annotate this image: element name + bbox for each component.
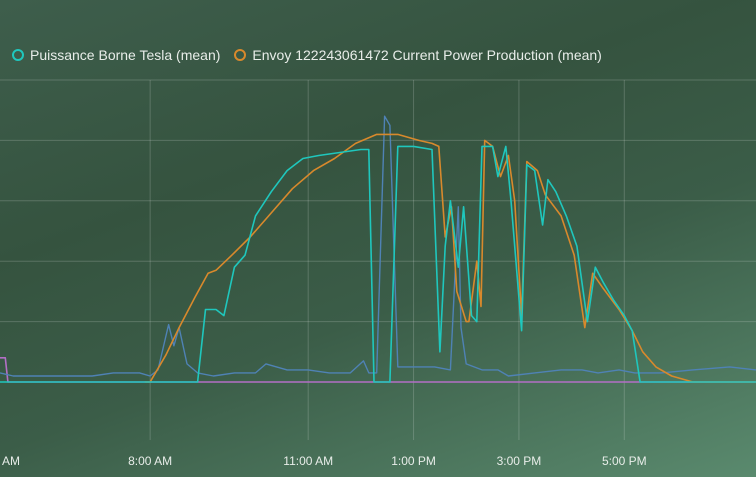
x-axis-ticks: AM 8:00 AM 11:00 AM 1:00 PM 3:00 PM 5:00 PM xyxy=(2,454,647,468)
x-tick-label: 3:00 PM xyxy=(497,454,542,468)
legend-item-tesla[interactable]: Puissance Borne Tesla (mean) xyxy=(12,47,220,63)
series-line-2[interactable] xyxy=(0,115,756,377)
legend-label-envoy: Envoy 122243061472 Current Power Product… xyxy=(252,47,602,63)
legend-item-envoy[interactable]: Envoy 122243061472 Current Power Product… xyxy=(234,47,602,63)
series-line-1[interactable] xyxy=(144,133,756,383)
legend-label-tesla: Puissance Borne Tesla (mean) xyxy=(30,47,221,63)
x-tick-label: 1:00 PM xyxy=(391,454,436,468)
series-line-0[interactable] xyxy=(0,145,756,383)
legend-swatch-tesla xyxy=(12,49,24,61)
x-tick-label: 8:00 AM xyxy=(128,454,172,468)
x-tick-label: 11:00 AM xyxy=(283,454,333,468)
legend-swatch-envoy xyxy=(234,49,247,61)
series-layer xyxy=(0,115,756,383)
legend: Puissance Borne Tesla (mean) Envoy 12224… xyxy=(12,47,616,63)
series-line-3[interactable] xyxy=(0,356,756,383)
x-tick-label: 5:00 PM xyxy=(602,454,647,468)
x-tick-label: AM xyxy=(2,454,20,468)
grid xyxy=(0,79,756,440)
